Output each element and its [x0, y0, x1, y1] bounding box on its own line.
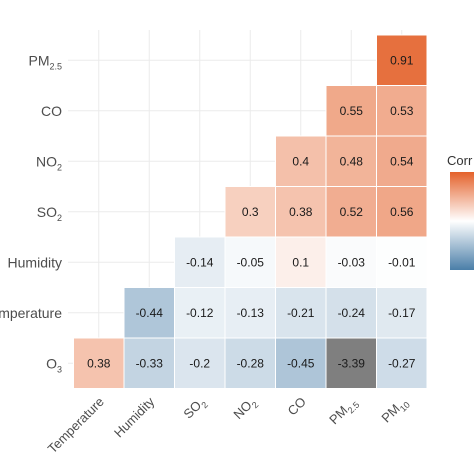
legend-colorbar [450, 172, 474, 270]
cell-value-label: -0.33 [136, 356, 164, 370]
label-main: NO [36, 153, 57, 169]
cell-value-label: -0.13 [237, 306, 265, 320]
heatmap-cell [275, 135, 327, 187]
y-tick-label: Humidity [8, 254, 62, 270]
label-subscript: 2 [57, 162, 62, 172]
y-tick-label: Temperature [0, 305, 62, 321]
x-tick-label: CO [284, 394, 308, 418]
heatmap-cell [325, 186, 377, 238]
legend: Corr [447, 153, 474, 270]
cell-value-label: 0.54 [390, 154, 414, 168]
heatmap-cell [376, 135, 428, 187]
legend-title: Corr [447, 153, 473, 168]
x-tick-label: PM2.5 [326, 394, 361, 429]
cell-value-label: -0.01 [388, 255, 416, 269]
label-subscript: 2 [57, 213, 62, 223]
cell-value-label: 0.38 [289, 205, 313, 219]
label-main: Temperature [45, 394, 107, 456]
y-tick-label: PM2.5 [28, 52, 62, 71]
cell-value-label: 0.52 [340, 205, 364, 219]
x-axis-labels: Temperature Humidity SO2 NO2 CO PM2.5 PM10 [45, 394, 412, 457]
heatmap-cell [275, 236, 327, 288]
heatmap-cell [224, 186, 276, 238]
y-axis-labels: PM2.5CONO2SO2HumidityTemperatureO3 [0, 52, 62, 374]
cell-value-label: 0.91 [390, 53, 414, 67]
cell-value-label: -0.17 [388, 306, 416, 320]
cell-value-label: 0.56 [390, 205, 414, 219]
cell-value-label: -0.44 [136, 306, 164, 320]
label-subscript: 2 [250, 400, 261, 411]
cell-value-label: 0.48 [340, 154, 364, 168]
cell-value-label: -0.28 [237, 356, 265, 370]
x-tick-label: SO2 [180, 394, 210, 424]
cell-value-label: 0.53 [390, 104, 414, 118]
label-main: CO [284, 394, 308, 418]
heatmap-cell [376, 287, 428, 339]
heatmap-cells: 0.91 0.55 0.53 0.4 0.48 0.54 0.3 0.38 0.52 0.56 -0… [73, 34, 428, 389]
heatmap-cell [275, 287, 327, 339]
label-subscript: 3 [57, 364, 62, 374]
cell-value-label: 0.1 [292, 255, 309, 269]
x-tick-label: NO2 [230, 394, 260, 424]
label-main: Temperature [0, 305, 62, 321]
label-subscript: 2.5 [49, 61, 62, 71]
cell-value-label: 0.38 [87, 356, 111, 370]
cell-value-label: -0.27 [388, 356, 416, 370]
cell-value-label: -0.12 [186, 306, 214, 320]
cell-value-label: -0.14 [186, 255, 214, 269]
y-tick-label: O3 [46, 355, 62, 374]
cell-value-label: -3.39 [338, 356, 366, 370]
label-main: Humidity [8, 254, 62, 270]
y-tick-label: CO [41, 103, 62, 119]
cell-value-label: -0.24 [338, 306, 366, 320]
x-tick-label: PM10 [378, 394, 412, 428]
cell-value-label: -0.2 [189, 356, 210, 370]
x-tick-label: Humidity [111, 394, 158, 441]
heatmap-cell [275, 337, 327, 389]
label-main: Humidity [111, 394, 158, 441]
heatmap-cell [376, 34, 428, 86]
label-main: CO [41, 103, 62, 119]
heatmap-cell [325, 135, 377, 187]
label-main: SO [37, 204, 57, 220]
x-tick-label: Temperature [45, 394, 107, 456]
label-subscript: 2 [199, 400, 210, 411]
label-main: O [46, 355, 57, 371]
y-tick-label: NO2 [36, 153, 62, 172]
label-main: PM [28, 52, 49, 68]
cell-value-label: -0.21 [287, 306, 315, 320]
cell-value-label: -0.45 [287, 356, 315, 370]
cell-value-label: 0.4 [292, 154, 309, 168]
heatmap-cell [376, 186, 428, 238]
cell-value-label: -0.03 [338, 255, 366, 269]
cell-value-label: 0.55 [340, 104, 364, 118]
heatmap-cell [174, 337, 226, 389]
cell-value-label: -0.05 [237, 255, 265, 269]
heatmap-cell [174, 236, 226, 288]
y-tick-label: SO2 [37, 204, 62, 223]
cell-value-label: 0.3 [242, 205, 259, 219]
heatmap-cell [325, 85, 377, 137]
heatmap-cell [325, 337, 377, 389]
heatmap-cell [376, 337, 428, 389]
